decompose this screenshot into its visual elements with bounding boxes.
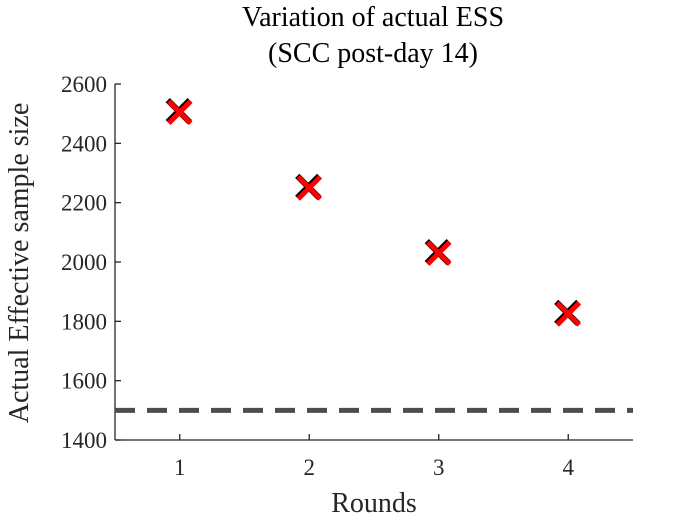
marker-stroke xyxy=(555,301,582,327)
chart-title-line-2: (SCC post-day 14) xyxy=(268,38,478,69)
marker-stroke xyxy=(166,99,193,125)
x-tick-label: 2 xyxy=(304,455,316,480)
x-tick-label: 3 xyxy=(433,455,445,480)
data-point xyxy=(554,299,582,327)
x-tick-label: 4 xyxy=(563,455,575,480)
y-axis: 1400 1600 1800 2000 2200 2400 2600 xyxy=(61,72,121,453)
data-point xyxy=(424,238,452,266)
data-point xyxy=(165,98,193,125)
y-tick-label: 1400 xyxy=(61,428,107,453)
marker-stroke xyxy=(425,240,452,266)
y-tick-label: 1600 xyxy=(61,369,107,394)
x-axis-label: Rounds xyxy=(331,488,417,519)
y-axis-label: Actual Effective sample size xyxy=(4,103,35,424)
chart-title-line-1: Variation of actual ESS xyxy=(242,2,504,33)
x-axis: 1 2 3 4 xyxy=(115,434,633,480)
marker-stroke xyxy=(296,175,323,201)
data-point xyxy=(295,173,323,201)
y-tick-label: 2400 xyxy=(61,131,107,156)
data-markers xyxy=(165,98,582,327)
y-tick-label: 2600 xyxy=(61,72,107,97)
y-tick-label: 1800 xyxy=(61,309,107,334)
x-tick-label: 1 xyxy=(174,455,186,480)
y-tick-label: 2000 xyxy=(61,250,107,275)
y-tick-label: 2200 xyxy=(61,191,107,216)
